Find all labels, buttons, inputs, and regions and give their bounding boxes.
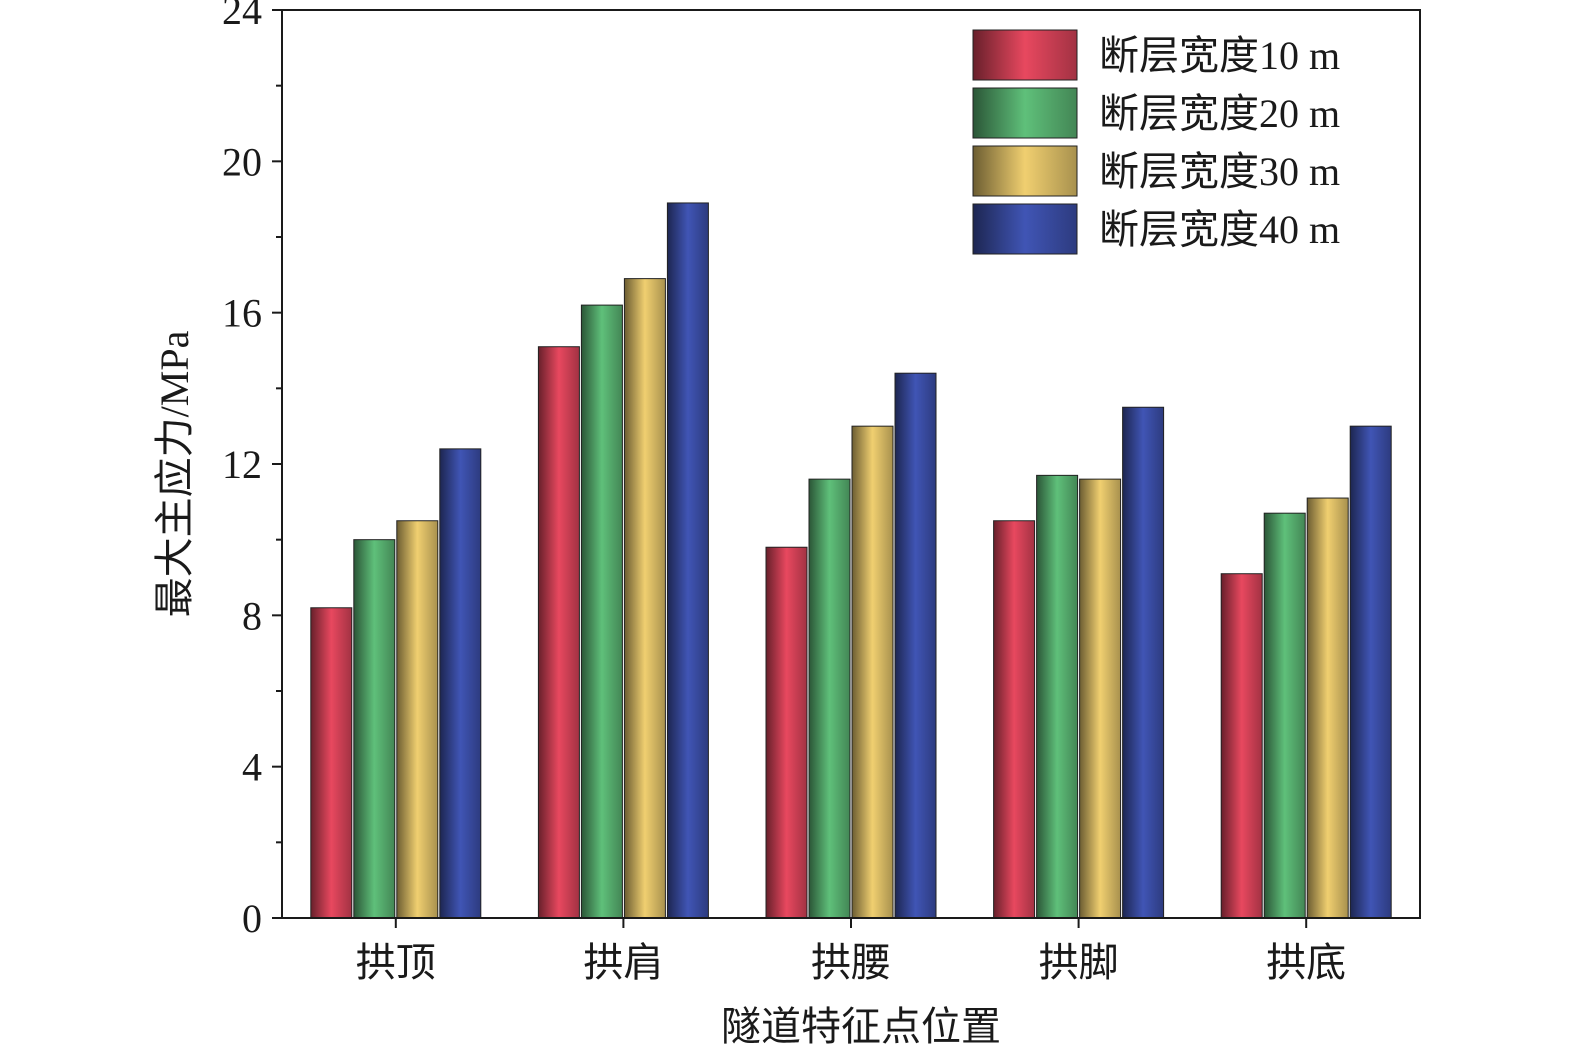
bar-3-3 [851,425,894,919]
bar-3-4 [1079,478,1122,919]
bar-4-2 [666,202,709,919]
legend-label: 断层宽度40 m [1099,207,1340,252]
bar-2-3 [808,478,851,919]
x-axis: 拱顶 拱肩 拱腰 拱脚 拱底 [356,918,1346,985]
x-tick-label: 拱脚 [1039,940,1119,985]
bar-1-3 [765,546,808,919]
bar-1-1 [310,607,353,919]
bar-4-1 [439,448,482,919]
bar-1-5 [1220,573,1263,919]
bar-3-1 [396,520,439,919]
legend-label: 断层宽度10 m [1099,33,1340,78]
legend-label: 断层宽度20 m [1099,91,1340,136]
bar-2-4 [1036,474,1079,919]
y-tick-label: 16 [222,291,262,336]
y-tick-label: 12 [222,442,262,487]
bar-3-5 [1306,497,1349,919]
y-tick-label: 0 [242,896,262,941]
x-tick-label: 拱腰 [811,940,891,985]
bar-4-5 [1349,425,1392,919]
y-axis: 0 4 8 12 16 20 24 [222,0,282,941]
bar-2-2 [580,304,623,919]
bar-2-5 [1263,512,1306,919]
bar-1-4 [993,520,1036,919]
legend-swatch [972,203,1078,255]
bars-layer [310,202,1392,919]
bar-4-4 [1122,406,1165,919]
bar-4-3 [894,372,937,919]
legend-label: 断层宽度30 m [1099,149,1340,194]
bar-2-1 [353,539,396,919]
legend: 断层宽度10 m 断层宽度20 m 断层宽度30 m 断层宽度40 m [972,29,1340,255]
legend-swatch [972,87,1078,139]
x-axis-title: 隧道特征点位置 [721,1004,1001,1049]
x-tick-label: 拱顶 [356,940,436,985]
y-axis-title: 最大主应力/MPa [152,330,197,617]
x-tick-label: 拱底 [1266,940,1346,985]
y-tick-label: 24 [222,0,262,33]
bar-3-2 [623,278,666,919]
bar-1-2 [537,346,580,919]
legend-swatch [972,29,1078,81]
legend-swatch [972,145,1078,197]
y-tick-label: 20 [222,139,262,184]
y-tick-label: 8 [242,593,262,638]
y-tick-label: 4 [242,745,262,790]
x-tick-label: 拱肩 [583,940,663,985]
